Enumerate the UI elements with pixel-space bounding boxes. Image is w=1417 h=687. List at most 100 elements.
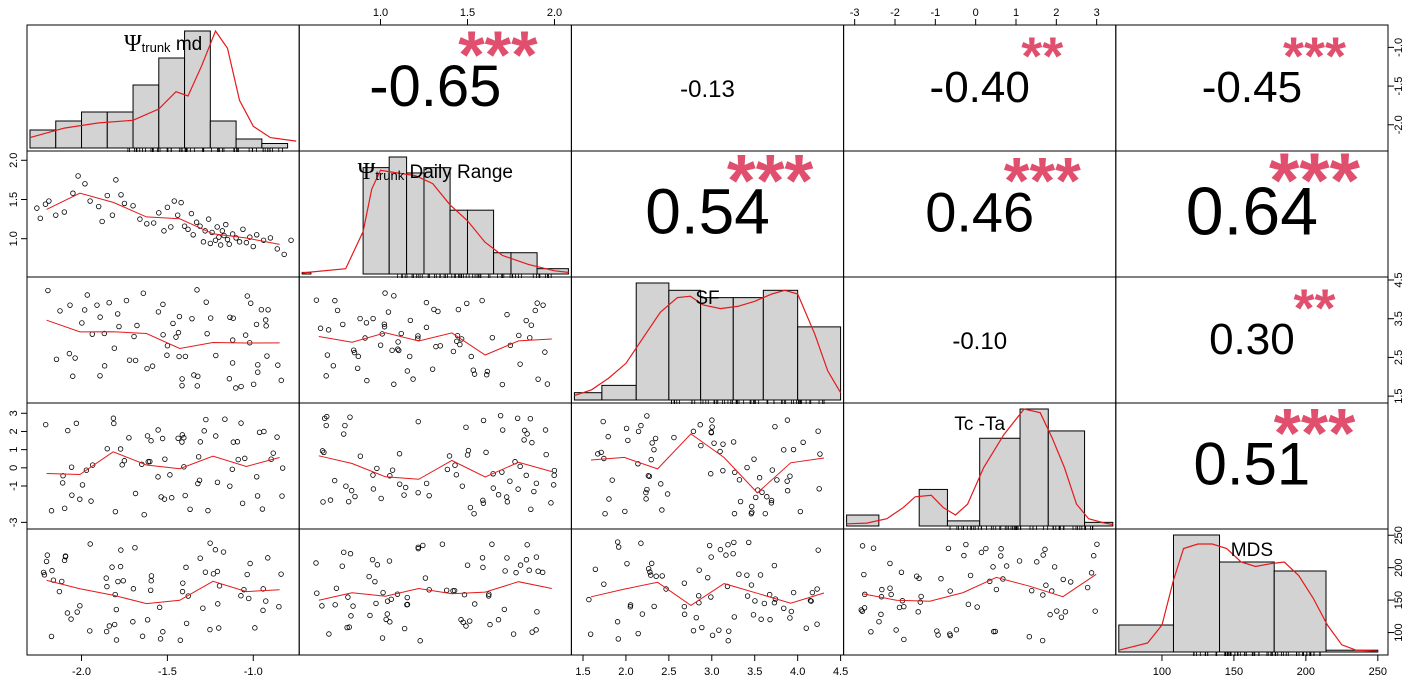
histogram-bar — [668, 289, 702, 401]
scatter-point — [351, 349, 358, 356]
scatter-point — [480, 417, 487, 424]
scatter-point — [106, 300, 112, 306]
scatter-point — [790, 589, 797, 596]
scatter-point — [190, 232, 196, 238]
scatter-point — [171, 198, 177, 204]
scatter-point — [205, 507, 211, 514]
scatter-point — [586, 596, 592, 603]
scatter-point — [44, 552, 51, 558]
scatter-point — [263, 323, 269, 329]
scatter-point — [68, 616, 74, 622]
scatter-point — [550, 482, 557, 488]
scatter-point — [1084, 584, 1091, 591]
scatter-point — [901, 636, 907, 643]
scatter-point — [888, 591, 894, 598]
scatter-point — [252, 625, 258, 631]
scatter-point — [84, 292, 90, 298]
density-curve — [846, 408, 1113, 526]
scatter-point — [749, 509, 755, 515]
axis-tick-label: -1 — [930, 7, 940, 19]
scatter-point — [179, 439, 185, 445]
scatter-point — [784, 488, 791, 494]
scatter-point — [343, 483, 349, 489]
histogram-bar — [184, 30, 211, 149]
scatter-point — [70, 373, 76, 379]
correlation-value: 0.51 — [1194, 430, 1311, 497]
scatter-point — [383, 616, 389, 623]
histogram-bar — [29, 129, 57, 149]
scatter-point — [402, 484, 409, 491]
axis-tick-label: 1 — [8, 447, 20, 453]
scatter-point — [658, 481, 664, 487]
scatter-point — [651, 603, 657, 610]
scatter-point — [464, 452, 471, 458]
scatter-point — [489, 541, 495, 547]
scatter-point — [326, 631, 332, 637]
scatter-point — [452, 462, 458, 468]
scatter-point — [708, 429, 715, 436]
scatter-point — [784, 417, 791, 423]
density-curve — [302, 169, 569, 274]
scatter-point — [809, 589, 816, 596]
histogram-bar — [106, 111, 134, 149]
significance-stars: *** — [1004, 144, 1081, 218]
scatter-point — [366, 573, 372, 580]
histogram-bar — [406, 172, 425, 275]
scatter-point — [732, 469, 738, 476]
scatter-point — [248, 300, 254, 306]
scatter-point — [181, 223, 188, 229]
scatter-point — [887, 560, 893, 567]
scatter-point — [87, 628, 93, 634]
scatter-point — [82, 181, 88, 187]
scatter-point — [523, 472, 529, 479]
scatter-point — [423, 480, 430, 487]
scatter-point — [516, 332, 522, 339]
histogram-bar — [449, 209, 468, 275]
scatter-point — [258, 306, 265, 313]
scatter-point — [77, 496, 83, 502]
scatter-point — [817, 451, 823, 457]
scatter-point — [497, 412, 504, 419]
scatter-point — [737, 498, 744, 505]
scatter-point — [111, 345, 118, 351]
axis-tick-label: 2.0 — [547, 7, 562, 19]
scatter-point — [756, 475, 763, 481]
scatter-point — [551, 472, 557, 479]
scatter-point — [504, 311, 510, 318]
scatter-point — [759, 489, 765, 496]
significance-stars: *** — [1269, 136, 1361, 224]
scatter-point — [179, 376, 185, 382]
scatter-point — [101, 330, 107, 337]
histogram-bar — [700, 297, 734, 401]
scatter-point — [725, 542, 731, 548]
scatter-point — [173, 334, 179, 340]
scatter-point — [978, 549, 985, 556]
scatter-point — [645, 472, 652, 479]
variable-label-4: MDS — [1231, 540, 1273, 561]
scatter-point — [455, 306, 462, 313]
smooth-line — [590, 581, 825, 607]
scatter-point — [767, 616, 773, 623]
scatter-point — [43, 558, 50, 565]
smooth-line — [46, 192, 280, 245]
histogram-bar — [1172, 534, 1221, 653]
scatter-point — [378, 495, 384, 502]
axis-tick-label: -3 — [850, 7, 860, 19]
scatter-point — [109, 212, 116, 218]
scatter-point — [484, 368, 491, 375]
scatter-point — [276, 604, 282, 610]
scatter-point — [601, 581, 607, 587]
panel-frame-r2c0 — [26, 276, 300, 404]
scatter-point — [1088, 570, 1095, 576]
scatter-point — [121, 458, 128, 464]
scatter-point — [443, 587, 450, 594]
scatter-point — [1092, 608, 1098, 614]
scatter-point — [379, 635, 386, 641]
scatter-point — [183, 620, 190, 627]
scatter-point — [342, 422, 348, 429]
scatter-point — [116, 323, 122, 330]
scatter-point — [204, 330, 210, 337]
scatter-point — [1094, 541, 1100, 547]
scatter-point — [382, 290, 388, 296]
scatter-point — [144, 617, 151, 623]
